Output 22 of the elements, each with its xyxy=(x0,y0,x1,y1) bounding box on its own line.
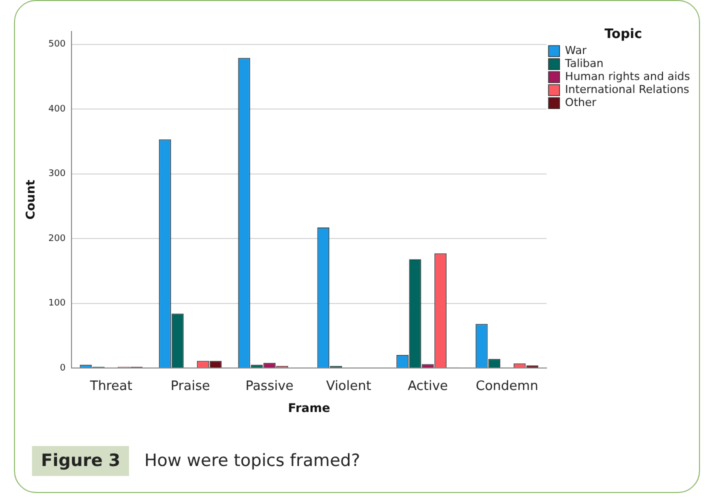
legend-label: War xyxy=(565,44,587,57)
text: How were topics framed? xyxy=(144,451,360,471)
x-tick-label: Threat xyxy=(89,379,132,394)
legend-label: Taliban xyxy=(564,56,604,70)
x-tick-label: Condemn xyxy=(476,379,538,394)
x-tick-label: Active xyxy=(408,379,448,394)
x-axis-title: Frame xyxy=(288,400,330,415)
legend-label: Other xyxy=(565,96,597,109)
legend-label: International Relations xyxy=(565,82,690,96)
legend-label: Human rights and aids xyxy=(565,70,690,83)
y-tick-label: 100 xyxy=(48,298,66,309)
y-tick-label: 400 xyxy=(48,104,66,114)
x-tick-label: Passive xyxy=(245,379,294,394)
y-axis-title: Count xyxy=(23,180,38,220)
x-tick-label: Praise xyxy=(170,379,210,394)
legend-title: Topic xyxy=(604,26,642,42)
caption: Figure 3 xyxy=(32,446,130,476)
x-tick-label: Violent xyxy=(326,379,372,394)
y-tick-label: 500 xyxy=(48,40,66,50)
y-tick-label: 0 xyxy=(60,363,66,374)
y-tick-label: 300 xyxy=(48,169,66,180)
y-tick-label: 200 xyxy=(48,234,66,244)
